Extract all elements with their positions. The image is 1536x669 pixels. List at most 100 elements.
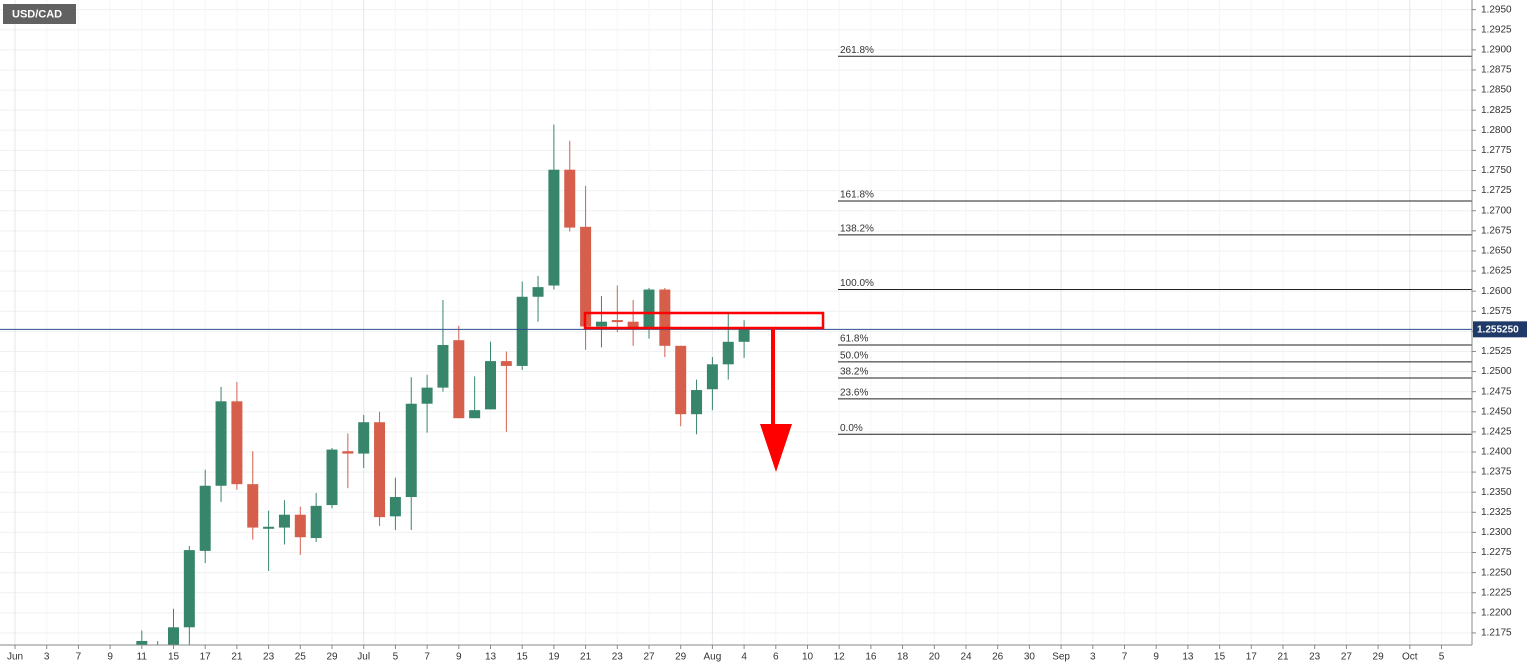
candle-body [580,226,592,327]
axis-labels: 1.2950 1.2925 1.2900 1.2875 1.2850 1.2825 1.28… [7,4,1527,663]
x-tick-label: 3 [1090,652,1096,663]
candle-body [421,387,433,404]
fib-label: 0.0% [840,423,863,434]
y-tick-label: 1.2350 [1481,487,1512,498]
candle-body [722,341,734,365]
candle-body [453,340,465,419]
x-tick-label: 26 [992,652,1004,663]
last-price-label: 1.255250 [1477,324,1519,335]
y-tick-label: 1.2325 [1481,507,1512,518]
candle-body [136,640,148,645]
candle-body [263,526,275,529]
x-tick-label: Sep [1052,652,1070,663]
x-tick-label: 20 [929,652,941,663]
candle-body [595,321,607,327]
candle-body [358,422,370,454]
x-tick-label: 7 [1122,652,1128,663]
x-tick-label: 25 [295,652,307,663]
candle-body [405,403,417,498]
candle-body [469,410,481,419]
y-tick-label: 1.2475 [1481,386,1512,397]
x-tick-label: Jun [7,652,23,663]
candle-body [532,287,544,297]
y-tick-label: 1.2375 [1481,467,1512,478]
y-tick-label: 1.2650 [1481,246,1512,257]
y-tick-label: 1.2575 [1481,306,1512,317]
y-tick-label: 1.2425 [1481,427,1512,438]
x-tick-label: 30 [1024,652,1036,663]
symbol-badge [3,4,76,24]
x-tick-label: Jul [357,652,370,663]
y-tick-label: 1.2850 [1481,85,1512,96]
x-tick-label: 23 [1309,652,1321,663]
y-tick-label: 1.2200 [1481,607,1512,618]
y-tick-label: 1.2750 [1481,165,1512,176]
candle-body [485,361,496,410]
x-tick-label: 13 [1182,652,1194,663]
x-tick-label: 17 [200,652,212,663]
fib-label: 38.2% [840,367,868,378]
x-tick-label: 7 [76,652,82,663]
arrow-head [760,424,792,472]
x-tick-label: 19 [548,652,560,663]
y-tick-label: 1.2225 [1481,587,1512,598]
x-tick-label: 21 [231,652,243,663]
x-tick-label: 23 [263,652,275,663]
candle-body [168,627,179,645]
y-tick-label: 1.2500 [1481,366,1512,377]
x-tick-label: 16 [865,652,877,663]
candle-body [294,514,306,538]
candle-body [247,484,259,528]
x-tick-label: 18 [897,652,909,663]
candle-body [342,451,354,454]
candle-body [738,328,750,342]
candle-body [437,345,449,388]
y-tick-label: 1.2800 [1481,125,1512,136]
candle-body [310,505,322,539]
y-tick-label: 1.2675 [1481,225,1512,236]
x-tick-label: 23 [612,652,624,663]
x-tick-label: 7 [424,652,430,663]
y-tick-label: 1.2250 [1481,567,1512,578]
x-tick-label: 5 [393,652,399,663]
candles [0,124,1472,645]
y-tick-label: 1.2950 [1481,4,1512,15]
candle-body [215,401,227,486]
x-tick-label: 29 [326,652,338,663]
x-tick-label: 6 [773,652,779,663]
y-tick-label: 1.2625 [1481,266,1512,277]
x-tick-label: 10 [802,652,814,663]
fib-label: 61.8% [840,334,868,345]
x-tick-label: 15 [1214,652,1226,663]
fib-label: 50.0% [840,351,868,362]
candle-body [691,390,703,415]
last-price-badge [1473,321,1527,338]
x-tick-label: 12 [834,652,846,663]
candle-body [500,361,512,366]
symbol: USD/CAD [12,8,62,20]
x-tick-label: 27 [643,652,655,663]
x-tick-label: 11 [137,652,148,663]
candle-body [643,289,655,328]
fib-label: 100.0% [840,278,874,289]
x-tick-label: 5 [1439,652,1445,663]
y-tick-label: 1.2275 [1481,547,1512,558]
candle-body [611,320,623,323]
y-tick-label: 1.2175 [1481,628,1512,639]
x-tick-label: 15 [517,652,529,663]
fib-label: 261.8% [840,45,874,56]
candle-body [374,422,386,518]
y-tick-label: 1.2900 [1481,45,1512,56]
x-tick-label: 9 [1153,652,1159,663]
x-tick-label: 21 [580,652,592,663]
x-tick-label: 13 [485,652,497,663]
x-tick-label: 3 [44,652,50,663]
x-tick-label: 9 [456,652,462,663]
y-tick-label: 1.2450 [1481,406,1512,417]
y-tick-label: 1.2825 [1481,105,1512,116]
candle-body [706,364,718,390]
x-tick-label: 27 [1341,652,1353,663]
fib-label: 161.8% [840,190,874,201]
